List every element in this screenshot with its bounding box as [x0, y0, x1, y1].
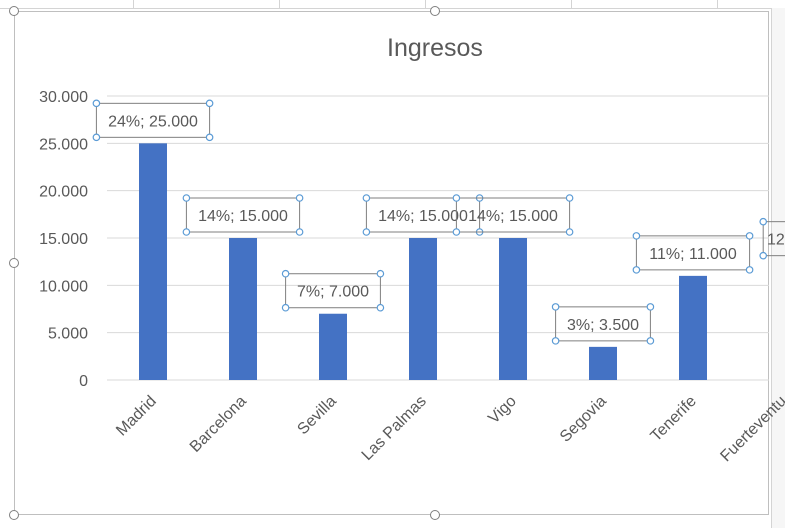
data-label-handle[interactable] [295, 228, 304, 236]
data-label-handle[interactable] [182, 228, 191, 236]
bar[interactable] [409, 238, 437, 380]
data-label-handle[interactable] [362, 228, 371, 236]
data-label-text: 14%; 15.000 [198, 208, 288, 225]
data-label-box [762, 221, 785, 257]
data-label-handle[interactable] [205, 133, 214, 142]
resize-handle[interactable] [9, 258, 19, 268]
data-label-box [185, 197, 301, 233]
data-label[interactable]: 14%; 15.000 [362, 194, 484, 236]
worksheet-grid [0, 0, 785, 9]
data-label[interactable]: 12% [759, 217, 785, 260]
data-label-handle[interactable] [281, 269, 290, 278]
bar[interactable] [499, 238, 527, 380]
data-label-handle[interactable] [551, 303, 560, 311]
data-label-handle[interactable] [92, 133, 101, 142]
data-label-handle[interactable] [452, 194, 461, 202]
data-label-box [365, 197, 481, 233]
data-label-handle[interactable] [205, 99, 214, 108]
y-tick-label: 0 [79, 373, 88, 390]
data-label-box [455, 197, 571, 233]
data-label[interactable]: 3%; 3.500 [551, 303, 655, 345]
data-label-handle[interactable] [281, 303, 290, 312]
data-label-box [635, 235, 751, 271]
data-label-handle[interactable] [646, 337, 655, 345]
data-label[interactable]: 14%; 15.000 [452, 194, 574, 236]
x-tick-label: Vigo [485, 393, 520, 428]
resize-handle[interactable] [9, 510, 19, 520]
x-tick-label: Las Palmas [359, 393, 430, 464]
data-label-handle[interactable] [452, 228, 461, 236]
data-label[interactable]: 7%; 7.000 [281, 269, 385, 312]
data-label-text: 24%; 25.000 [108, 113, 198, 130]
column-separator [279, 0, 280, 8]
data-label-handle[interactable] [362, 194, 371, 202]
worksheet-edge [771, 8, 785, 528]
x-tick-label: Sevilla [294, 393, 339, 438]
data-label-handle[interactable] [92, 99, 101, 108]
data-label-text: 14%; 15.000 [468, 208, 558, 225]
data-label-handle[interactable] [182, 194, 191, 202]
data-label-handle[interactable] [565, 194, 574, 202]
bar[interactable] [319, 313, 347, 380]
data-label-handle[interactable] [759, 251, 768, 260]
x-tick-label: Segovia [557, 393, 610, 446]
bar[interactable] [139, 143, 167, 380]
column-separator [571, 0, 572, 8]
data-label-handle[interactable] [646, 303, 655, 311]
chart-title[interactable]: Ingresos [387, 34, 483, 62]
x-tick-label: Madrid [113, 393, 160, 440]
data-label-box [555, 306, 651, 342]
x-tick-label: Fuerteventu [717, 393, 785, 465]
data-label[interactable]: 11%; 11.000 [632, 232, 754, 274]
x-tick-label: Tenerife [648, 393, 700, 445]
y-tick-label: 30.000 [39, 89, 88, 106]
data-label-handle[interactable] [759, 217, 768, 226]
data-label-handle[interactable] [745, 232, 754, 240]
data-label-handle[interactable] [295, 194, 304, 202]
data-label-handle[interactable] [376, 269, 385, 278]
y-tick-label: 5.000 [48, 326, 88, 343]
column-separator [425, 0, 426, 8]
y-tick-label: 10.000 [39, 278, 88, 295]
column-separator [133, 0, 134, 8]
data-label-box [285, 273, 381, 309]
data-label-handle[interactable] [565, 228, 574, 236]
y-tick-label: 20.000 [39, 184, 88, 201]
resize-handle[interactable] [430, 6, 440, 16]
resize-handle[interactable] [430, 510, 440, 520]
data-label-text: 12% [767, 232, 785, 249]
y-tick-label: 15.000 [39, 231, 88, 248]
resize-handle[interactable] [9, 6, 19, 16]
column-separator [717, 0, 718, 8]
data-label[interactable]: 14%; 15.000 [182, 194, 304, 236]
data-label-text: 14%; 15.000 [378, 208, 468, 225]
y-tick-label: 25.000 [39, 136, 88, 153]
x-tick-label: Barcelona [187, 393, 250, 456]
data-label-handle[interactable] [632, 266, 641, 274]
data-label-handle[interactable] [745, 266, 754, 274]
data-label[interactable]: 24%; 25.000 [92, 99, 214, 142]
bar[interactable] [679, 275, 707, 380]
data-label-text: 7%; 7.000 [297, 284, 369, 301]
bar[interactable] [589, 346, 617, 380]
data-label-box [95, 102, 211, 138]
bar[interactable] [229, 238, 257, 380]
data-label-handle[interactable] [551, 337, 560, 345]
data-label-handle[interactable] [632, 232, 641, 240]
data-label-handle[interactable] [376, 303, 385, 312]
data-label-text: 11%; 11.000 [649, 246, 737, 263]
data-label-text: 3%; 3.500 [567, 317, 639, 334]
